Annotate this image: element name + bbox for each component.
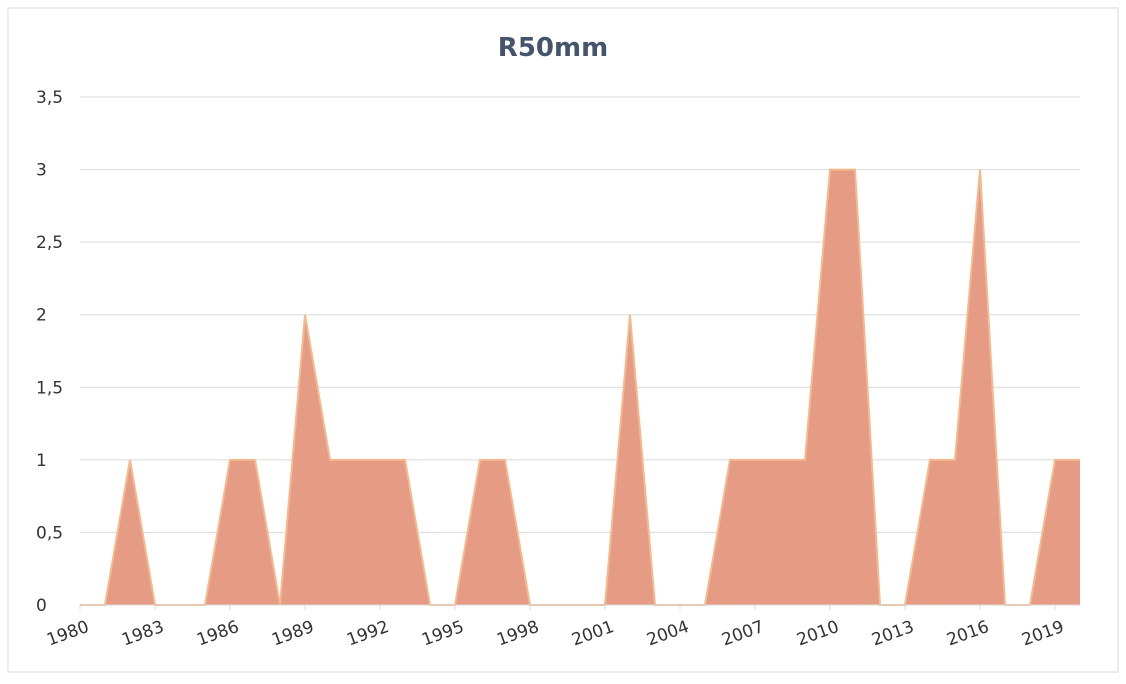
y-tick-label: 2 [36,306,47,326]
y-tick-label: 3 [36,161,47,181]
area [80,169,1080,606]
y-tick-label: 0,5 [36,523,63,543]
y-tick-label: 3,5 [36,88,63,108]
y-tick-label: 2,5 [36,233,63,253]
chart-title: R50mm [498,33,608,63]
y-tick-label: 1,5 [36,378,63,398]
y-tick-label: 1 [36,451,47,471]
y-tick-label: 0 [36,596,47,616]
